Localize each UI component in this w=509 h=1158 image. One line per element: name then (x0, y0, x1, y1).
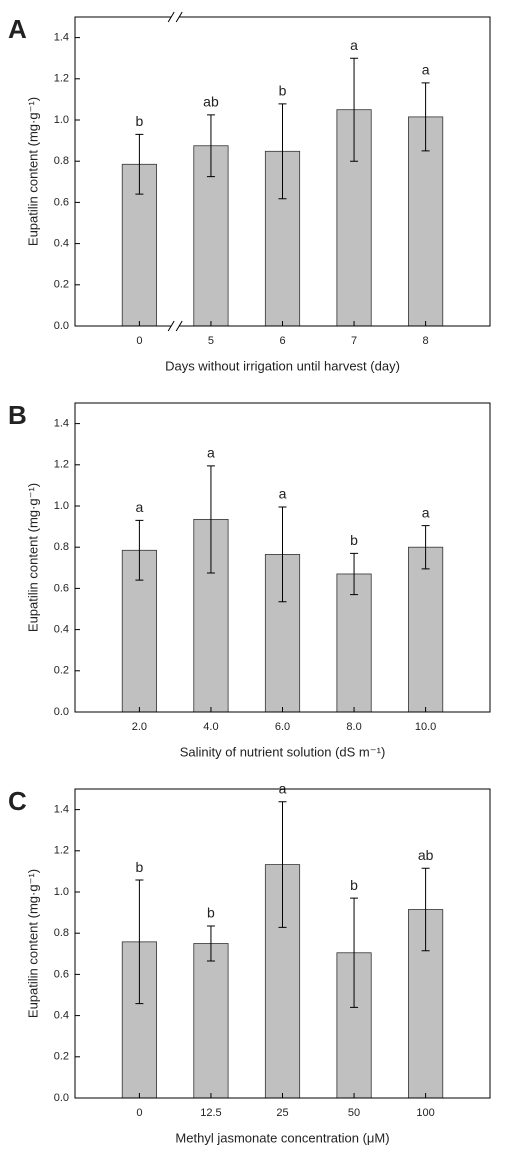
significance-letter: a (422, 504, 430, 520)
x-tick-label: 8.0 (346, 721, 361, 733)
x-tick-label: 6 (279, 335, 285, 347)
x-tick-label: 0 (136, 1107, 142, 1119)
panel-label: B (8, 400, 27, 430)
axis-break (167, 11, 183, 23)
error-bar (421, 525, 430, 570)
significance-letter: b (207, 905, 215, 921)
x-tick-label: 4.0 (203, 721, 218, 733)
significance-letter: b (350, 532, 358, 548)
x-axis-label: Salinity of nutrient solution (dS m⁻¹) (180, 744, 386, 759)
significance-letter: b (279, 83, 287, 99)
error-bar (135, 133, 144, 195)
significance-letter: b (135, 859, 143, 875)
panel-label: A (8, 14, 27, 44)
plot-frame (74, 402, 491, 713)
significance-letter: ab (203, 94, 219, 110)
y-tick-label: 0.2 (54, 279, 69, 291)
bar (408, 546, 444, 713)
error-bar (421, 867, 430, 952)
y-axis-label: Eupatilin content (mg·g⁻¹) (25, 97, 40, 246)
y-tick-label: 0.6 (54, 582, 69, 594)
bar (193, 943, 229, 1099)
y-tick-label: 0.2 (54, 665, 69, 677)
significance-letter: a (350, 37, 358, 53)
significance-letter: a (422, 62, 430, 78)
error-bar (278, 103, 287, 200)
y-tick-label: 0.8 (54, 927, 69, 939)
error-bar (135, 519, 144, 581)
y-axis-label: Eupatilin content (mg·g⁻¹) (25, 869, 40, 1018)
y-tick-label: 0.2 (54, 1051, 69, 1063)
y-tick-label: 0.6 (54, 968, 69, 980)
significance-letter: b (135, 113, 143, 129)
y-tick-label: 1.2 (54, 845, 69, 857)
y-tick-label: 0.8 (54, 541, 69, 553)
significance-letter: a (207, 445, 215, 461)
y-tick-label: 0.4 (54, 624, 69, 636)
error-bar (350, 897, 359, 1008)
x-tick-label: 12.5 (200, 1107, 221, 1119)
significance-letter: b (350, 877, 358, 893)
plot-frame (74, 16, 491, 327)
error-bar (278, 801, 287, 928)
x-tick-label: 7 (351, 335, 357, 347)
x-tick-label: 6.0 (275, 721, 290, 733)
y-tick-label: 0.0 (54, 1092, 69, 1104)
error-bar (135, 879, 144, 1005)
y-tick-label: 1.0 (54, 886, 69, 898)
bar (336, 573, 372, 713)
x-tick-label: 2.0 (132, 721, 147, 733)
axis-break-gap (171, 15, 180, 19)
error-bar (350, 552, 359, 596)
y-tick-label: 1.2 (54, 459, 69, 471)
axis-break-gap (171, 324, 180, 328)
significance-letter: ab (418, 847, 434, 863)
y-tick-label: 0.0 (54, 706, 69, 718)
y-tick-label: 1.4 (54, 32, 69, 44)
error-bar (206, 925, 215, 962)
axis-break (167, 320, 183, 332)
plot-frame (74, 788, 491, 1099)
bar (336, 109, 372, 327)
y-tick-label: 0.4 (54, 1010, 69, 1022)
y-tick-label: 1.4 (54, 418, 69, 430)
y-tick-label: 1.2 (54, 73, 69, 85)
significance-letter: a (279, 780, 287, 796)
y-tick-label: 1.0 (54, 114, 69, 126)
y-tick-label: 0.0 (54, 320, 69, 332)
y-tick-label: 1.4 (54, 804, 69, 816)
x-axis-label: Days without irrigation until harvest (d… (165, 358, 400, 373)
x-tick-label: 100 (416, 1107, 434, 1119)
x-tick-label: 25 (276, 1107, 288, 1119)
x-tick-label: 10.0 (415, 721, 436, 733)
y-tick-label: 0.8 (54, 155, 69, 167)
error-bar (278, 506, 287, 603)
error-bar (206, 465, 215, 574)
error-bar (421, 82, 430, 152)
error-bar (350, 57, 359, 162)
error-bar (206, 114, 215, 178)
x-axis-label: Methyl jasmonate concentration (μM) (175, 1130, 389, 1145)
panel-label: C (8, 786, 27, 816)
x-tick-label: 8 (423, 335, 429, 347)
significance-letter: a (135, 499, 143, 515)
x-tick-label: 50 (348, 1107, 360, 1119)
y-tick-label: 0.6 (54, 196, 69, 208)
y-axis-label: Eupatilin content (mg·g⁻¹) (25, 483, 40, 632)
x-tick-label: 5 (208, 335, 214, 347)
y-tick-label: 1.0 (54, 500, 69, 512)
x-tick-label: 0 (136, 335, 142, 347)
significance-letter: a (279, 486, 287, 502)
bar (408, 116, 444, 327)
y-tick-label: 0.4 (54, 238, 69, 250)
